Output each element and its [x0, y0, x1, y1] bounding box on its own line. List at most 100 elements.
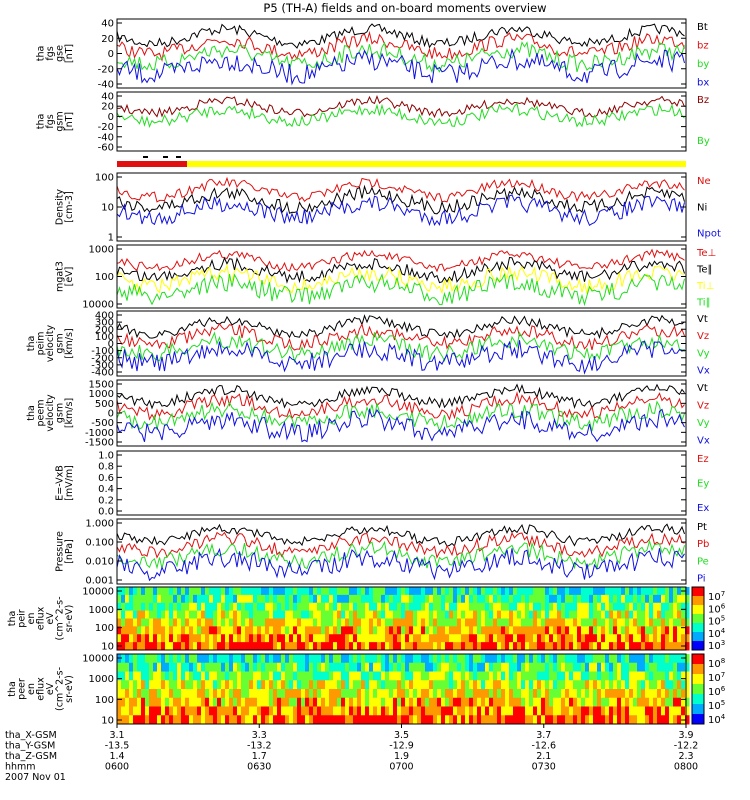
spectrogram-cell	[645, 642, 650, 651]
spectrogram-cell	[489, 602, 494, 612]
spectrogram-cell	[609, 642, 614, 651]
spectrogram-cell	[121, 618, 126, 627]
legend-entry: Ti∥	[696, 298, 711, 309]
spectrogram-cell	[425, 642, 430, 651]
spectrogram-cell	[497, 697, 502, 707]
spectrogram-cell	[201, 594, 206, 604]
spectrogram-cell	[389, 594, 394, 604]
spectrogram-cell	[569, 618, 574, 627]
spectrogram-cell	[457, 662, 462, 672]
spectrogram-cell	[309, 671, 314, 681]
spectrogram-cell	[265, 594, 270, 604]
spectrogram-cell	[197, 602, 202, 612]
spectrogram-cell	[325, 689, 330, 699]
spectrogram-cell	[225, 618, 230, 627]
spectrogram-cell	[253, 671, 258, 681]
y-tick-label: 100	[95, 695, 114, 706]
spectrogram-cell	[169, 697, 174, 707]
spectrogram-cell	[565, 715, 570, 725]
spectrogram-cell	[345, 610, 350, 619]
spectrogram-cell	[149, 689, 154, 699]
spectrogram-cell	[593, 706, 598, 716]
spectrogram-cell	[401, 706, 406, 716]
spectrogram-cell	[225, 634, 230, 643]
spectrogram-cell	[157, 626, 162, 635]
spectrogram-cell	[293, 671, 298, 681]
spectrogram-cell	[665, 697, 670, 707]
spectrogram-cell	[357, 706, 362, 716]
spectrogram-cell	[533, 587, 538, 596]
y-tick-label: 1	[108, 233, 114, 244]
spectrogram-cell	[525, 662, 530, 672]
spectrogram-cell	[385, 654, 390, 664]
x-row-label: hhmm	[5, 762, 36, 773]
spectrogram-cell	[401, 689, 406, 699]
spectrogram-cell	[533, 697, 538, 707]
spectrogram-cell	[129, 680, 134, 690]
spectrogram-cell	[165, 587, 170, 596]
spectrogram-cell	[657, 642, 662, 651]
spectrogram-cell	[553, 689, 558, 699]
spectrogram-cell	[217, 618, 222, 627]
spectrogram-cell	[285, 610, 290, 619]
spectrogram-cell	[573, 680, 578, 690]
spectrogram-cell	[625, 654, 630, 664]
spectrogram-cell	[493, 680, 498, 690]
spectrogram-cell	[505, 602, 510, 612]
spectrogram-cell	[657, 626, 662, 635]
spectrogram-cell	[317, 602, 322, 612]
spectrogram-cell	[597, 706, 602, 716]
spectrogram-cell	[601, 602, 606, 612]
spectrogram-cell	[173, 697, 178, 707]
spectrogram-cell	[341, 602, 346, 612]
spectrogram-cell	[517, 587, 522, 596]
spectrogram-cell	[621, 602, 626, 612]
spectrogram-cell	[209, 662, 214, 672]
spectrogram-cell	[505, 642, 510, 651]
spectrogram-cell	[625, 680, 630, 690]
spectrogram-cell	[637, 671, 642, 681]
spectrogram-cell	[153, 594, 158, 604]
spectrogram-cell	[281, 697, 286, 707]
spectrogram-cell	[161, 626, 166, 635]
y-axis-label: E=-VxB[mV/m]	[55, 465, 76, 501]
spectrogram-cell	[525, 697, 530, 707]
spectrogram-cell	[173, 671, 178, 681]
spectrogram-cell	[601, 662, 606, 672]
spectrogram-cell	[333, 618, 338, 627]
spectrogram-cell	[121, 662, 126, 672]
spectrogram-cell	[221, 697, 226, 707]
spectrogram-cell	[365, 602, 370, 612]
spectrogram-cell	[509, 671, 514, 681]
series-line	[116, 391, 685, 421]
spectrogram-cell	[613, 634, 618, 643]
spectrogram-cell	[577, 587, 582, 596]
spectrogram-cell	[201, 671, 206, 681]
spectrogram-cell	[293, 715, 298, 725]
spectrogram-cell	[489, 680, 494, 690]
spectrogram-cell	[417, 626, 422, 635]
spectrogram-cell	[413, 671, 418, 681]
y-tick-label: 0.100	[85, 538, 114, 549]
spectrogram-cell	[593, 654, 598, 664]
spectrogram-cell	[377, 626, 382, 635]
spectrogram-cell	[257, 715, 262, 725]
spectrogram-cell	[421, 662, 426, 672]
spectrogram-cell	[269, 680, 274, 690]
spectrogram-cell	[257, 587, 262, 596]
spectrogram	[117, 587, 690, 651]
spectrogram-cell	[437, 634, 442, 643]
spectrogram-cell	[645, 594, 650, 604]
spectrogram-cell	[261, 642, 266, 651]
spectrogram-cell	[585, 715, 590, 725]
spectrogram-cell	[141, 654, 146, 664]
spectrogram-cell	[417, 642, 422, 651]
spectrogram-cell	[665, 626, 670, 635]
spectrogram-cell	[261, 594, 266, 604]
spectrogram-cell	[521, 618, 526, 627]
legend-entry: Ex	[697, 503, 709, 514]
spectrogram-cell	[521, 634, 526, 643]
spectrogram-cell	[621, 610, 626, 619]
spectrogram-cell	[481, 671, 486, 681]
